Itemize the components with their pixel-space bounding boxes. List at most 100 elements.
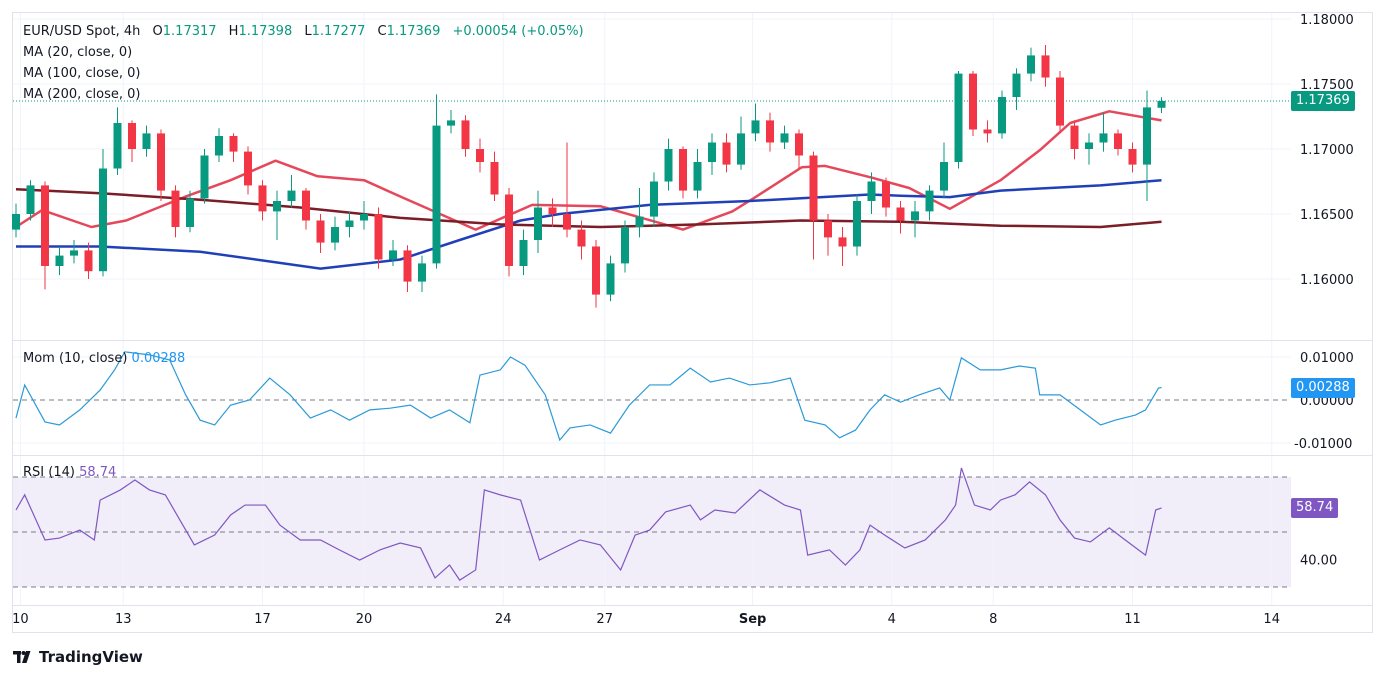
candle-body-up <box>1085 142 1093 149</box>
ma100-line <box>16 178 1162 270</box>
candle-body-up <box>1099 133 1108 143</box>
time-axis-label: 27 <box>596 612 613 627</box>
candle-body-up <box>432 125 441 264</box>
candle-body-down <box>896 207 905 221</box>
low-label: L <box>304 24 312 39</box>
high-label: H <box>228 24 239 39</box>
candle-body-down <box>41 185 49 266</box>
candle-body-down <box>128 123 136 149</box>
rsi-value: 58.74 <box>79 465 117 480</box>
candle-body-down <box>258 185 267 212</box>
candle-body-up <box>360 214 368 221</box>
candle-body-up <box>954 73 963 162</box>
candle-body-down <box>766 120 774 143</box>
candle-body-down <box>316 220 325 243</box>
candle-body-down <box>592 246 600 295</box>
change-value: +0.00054 (+0.05%) <box>452 24 584 39</box>
candle-body-down <box>577 229 586 247</box>
tradingview-wordmark: TradingView <box>39 648 143 666</box>
candle-body-up <box>200 155 209 199</box>
momentum-legend[interactable]: Mom (10, close) 0.00288 <box>23 351 185 366</box>
price-axis-label: 1.17000 <box>1300 143 1354 158</box>
candle-body-down <box>563 214 571 230</box>
candle-body-down <box>983 129 992 134</box>
candle-body-down <box>824 220 832 238</box>
candle-body-down <box>722 142 731 165</box>
candle-body-down <box>1128 149 1137 165</box>
chart-frame <box>12 12 1373 633</box>
candle-body-down <box>476 149 484 162</box>
candle-body-up <box>215 136 223 156</box>
candle-body-up <box>26 185 35 214</box>
candle-body-down <box>679 149 687 191</box>
ma200-line <box>15 188 1162 229</box>
high-value: 1.17398 <box>238 24 293 39</box>
candle-body-up <box>534 207 542 240</box>
rsi-line <box>15 467 1162 581</box>
rsi-legend[interactable]: RSI (14) 58.74 <box>23 465 116 480</box>
candle-body-up <box>925 190 934 212</box>
candle-body-down <box>548 207 557 214</box>
candle-body-down <box>171 190 180 227</box>
symbol-legend: EUR/USD Spot, 4h O1.17317 H1.17398 L1.17… <box>23 24 584 40</box>
time-axis-label: 4 <box>888 612 896 627</box>
candle-body-up <box>635 216 644 227</box>
candle-body-up <box>331 227 339 243</box>
candle-body-up <box>1027 55 1035 74</box>
candle-body-up <box>940 162 948 191</box>
price-axis-label: 1.16500 <box>1300 208 1354 223</box>
candle-body-down <box>157 133 165 191</box>
momentum-value: 0.00288 <box>131 351 186 366</box>
candle-body-down <box>505 194 513 266</box>
tradingview-logo[interactable]: TradingView <box>13 648 143 666</box>
candle-body-up <box>70 250 78 256</box>
candle-body-down <box>490 162 499 195</box>
time-axis-label: 17 <box>254 612 271 627</box>
candle-body-up <box>911 211 919 221</box>
candle-body-up <box>606 263 615 295</box>
candle-body-up <box>751 120 760 134</box>
tradingview-logo-icon <box>13 651 31 663</box>
candle-body-up <box>693 162 702 191</box>
candle-body-down <box>969 73 977 130</box>
candle-body-up <box>287 190 296 201</box>
momentum-label: Mom (10, close) <box>23 351 128 366</box>
close-label: C <box>377 24 387 39</box>
time-axis-label: 14 <box>1263 612 1280 627</box>
candle-body-up <box>867 181 876 201</box>
candle-body-down <box>244 151 252 186</box>
candle-body-down <box>84 250 93 272</box>
candle-body-down <box>229 136 238 152</box>
rsi-label: RSI (14) <box>23 465 75 480</box>
candle-body-up <box>99 168 107 272</box>
candle-body-up <box>853 201 861 247</box>
time-axis-label: 10 <box>12 612 29 627</box>
candle-body-up <box>55 255 64 266</box>
candle-body-up <box>621 227 629 264</box>
time-axis-label: 8 <box>989 612 997 627</box>
time-axis-label: 24 <box>495 612 512 627</box>
open-value: 1.17317 <box>162 24 217 39</box>
ma200-legend[interactable]: MA (200, close, 0) <box>23 87 141 102</box>
ma20-legend[interactable]: MA (20, close, 0) <box>23 45 133 60</box>
candle-body-up <box>345 220 354 227</box>
candle-body-up <box>113 123 122 169</box>
rsi-axis-label: 40.00 <box>1300 554 1337 569</box>
last-price-tag: 1.17369 <box>1291 91 1355 111</box>
close-value: 1.17369 <box>386 24 441 39</box>
ma100-legend[interactable]: MA (100, close, 0) <box>23 66 141 81</box>
candles-group <box>12 45 1166 308</box>
candle-body-up <box>998 97 1006 134</box>
candle-body-up <box>780 133 789 143</box>
candle-body-up <box>1157 101 1166 108</box>
symbol-title: EUR/USD Spot, 4h <box>23 24 141 39</box>
low-value: 1.17277 <box>311 24 366 39</box>
candle-body-up <box>389 250 397 260</box>
momentum-value-tag: 0.00288 <box>1291 378 1355 398</box>
price-axis-label: 1.18000 <box>1300 13 1354 28</box>
candle-body-up <box>142 133 151 149</box>
candle-body-down <box>795 133 803 156</box>
candle-body-down <box>809 155 818 221</box>
momentum-axis-label: -0.01000 <box>1294 437 1352 452</box>
